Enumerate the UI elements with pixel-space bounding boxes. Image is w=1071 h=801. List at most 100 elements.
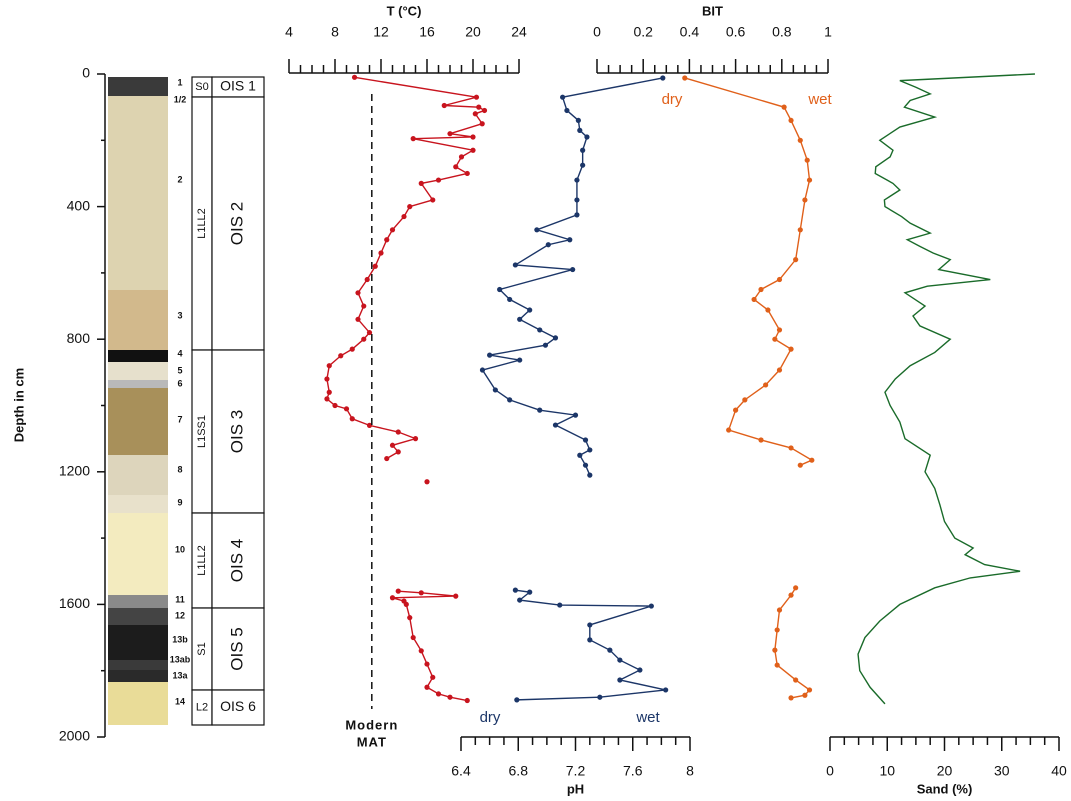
x-tick-label: 4 xyxy=(285,24,293,40)
data-point xyxy=(776,367,783,373)
y-tick-label: 2000 xyxy=(59,728,90,744)
unit-label: 10 xyxy=(175,544,185,554)
x-axis-label: T (°C) xyxy=(387,3,422,18)
x-tick-label: 0.2 xyxy=(633,24,653,40)
unit-label: 7 xyxy=(177,414,182,424)
data-point xyxy=(797,137,803,143)
x-tick-label: 30 xyxy=(994,763,1010,779)
x-tick-label: 0 xyxy=(593,24,601,40)
data-point xyxy=(682,75,688,81)
lithology-label: L1SS1 xyxy=(196,415,208,448)
data-point xyxy=(338,353,344,359)
unit-label: 13b xyxy=(172,634,188,644)
data-point xyxy=(567,237,573,243)
lithology-label: S1 xyxy=(196,642,208,655)
x-tick-label: 0.8 xyxy=(772,24,792,40)
data-point xyxy=(587,622,593,628)
data-point xyxy=(412,436,419,442)
data-point xyxy=(401,213,407,220)
data-point xyxy=(410,136,416,142)
data-point xyxy=(584,134,590,140)
data-point xyxy=(512,262,518,268)
data-point xyxy=(574,212,580,218)
data-point xyxy=(517,316,523,322)
data-point xyxy=(793,257,799,263)
ois-label: OIS 3 xyxy=(227,410,246,453)
data-point xyxy=(479,121,485,127)
data-point xyxy=(517,357,523,363)
data-line xyxy=(774,587,811,699)
data-point xyxy=(577,452,583,458)
data-point xyxy=(663,687,669,693)
data-point xyxy=(552,335,559,341)
x-tick-label: 16 xyxy=(419,24,435,40)
data-point xyxy=(809,457,815,463)
x-tick-label: 24 xyxy=(511,24,527,40)
data-point xyxy=(349,346,355,352)
data-point xyxy=(527,589,533,595)
y-tick-label: 1200 xyxy=(59,463,90,479)
data-point xyxy=(512,587,518,593)
data-point xyxy=(527,307,533,313)
annotation: dry xyxy=(662,91,683,108)
unit-label: 4 xyxy=(177,348,182,358)
data-point xyxy=(395,588,401,594)
unit-label: 1 xyxy=(177,77,182,87)
ois-label: OIS 2 xyxy=(227,202,246,245)
unit-label: 9 xyxy=(177,497,182,507)
x-tick-label: 12 xyxy=(373,24,389,40)
data-point xyxy=(424,479,430,485)
data-point xyxy=(364,276,370,283)
data-point xyxy=(788,117,794,124)
ois-label: OIS 1 xyxy=(220,78,256,94)
data-line xyxy=(392,590,468,702)
data-point xyxy=(774,627,780,633)
reference-label: Modern xyxy=(345,717,398,732)
data-point xyxy=(582,462,589,468)
data-point xyxy=(797,227,803,233)
data-point xyxy=(574,177,580,183)
data-point xyxy=(479,367,486,373)
data-point xyxy=(453,593,459,599)
data-point xyxy=(597,694,603,700)
data-point xyxy=(507,397,513,403)
y-tick-label: 0 xyxy=(82,65,90,81)
data-point xyxy=(473,94,480,100)
data-point xyxy=(580,162,586,168)
unit-label: 3 xyxy=(177,310,182,320)
ois-label: OIS 4 xyxy=(227,539,246,582)
data-point xyxy=(507,296,513,303)
unit-label: 12 xyxy=(175,610,185,620)
data-point xyxy=(781,104,787,110)
data-point xyxy=(395,449,401,455)
data-point xyxy=(355,290,361,296)
data-line xyxy=(684,77,814,466)
data-point xyxy=(418,648,424,654)
data-point xyxy=(788,695,794,701)
ois-label: OIS 5 xyxy=(227,627,246,670)
data-point xyxy=(476,104,482,110)
data-point xyxy=(324,396,330,402)
data-point xyxy=(802,692,808,698)
data-point xyxy=(389,227,396,233)
x-tick-label: 8 xyxy=(331,24,339,40)
unit-label: 13ab xyxy=(170,654,191,664)
ois-box xyxy=(211,689,265,726)
data-point xyxy=(435,691,442,697)
data-point xyxy=(637,667,643,673)
data-point xyxy=(587,472,593,478)
x-tick-label: 0.6 xyxy=(726,24,746,40)
unit-label: 5 xyxy=(177,365,182,375)
data-point xyxy=(587,637,593,643)
lithology-label: L1LL2 xyxy=(196,208,208,239)
data-line xyxy=(326,76,487,460)
data-point xyxy=(464,170,470,177)
lithology-label: L1LL2 xyxy=(196,545,208,576)
data-point xyxy=(361,336,367,342)
data-point xyxy=(572,412,579,418)
data-point xyxy=(765,307,771,313)
data-point xyxy=(372,263,378,269)
data-point xyxy=(772,647,778,653)
data-point xyxy=(378,250,384,256)
